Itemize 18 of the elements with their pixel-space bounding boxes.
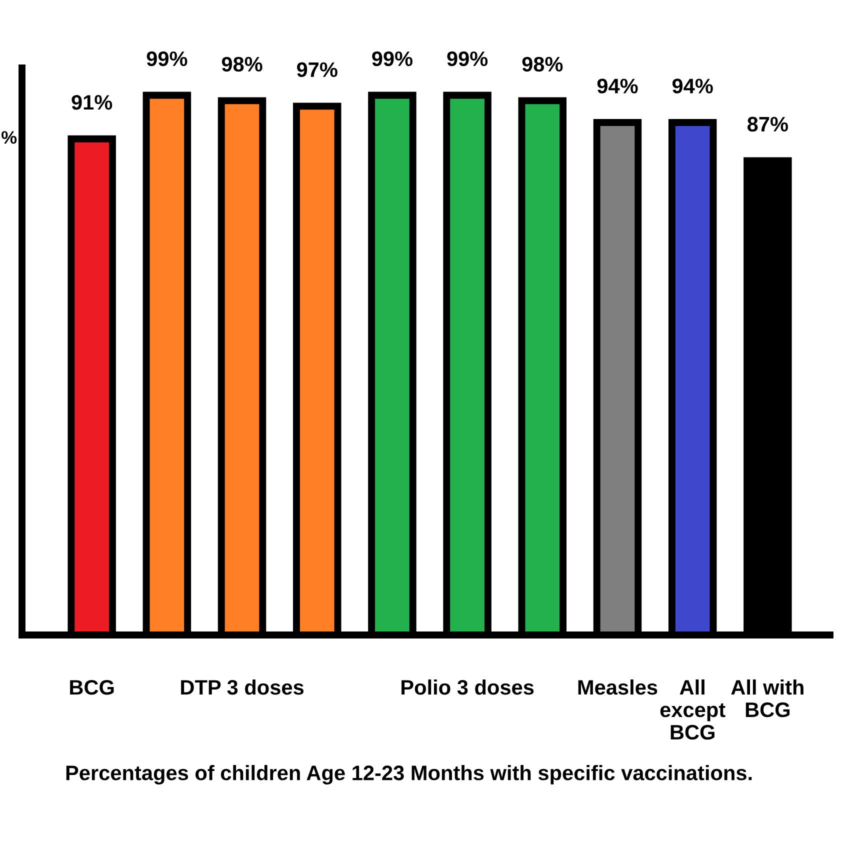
data-label: 98% <box>222 56 262 72</box>
text: Percentages of children Age 12-23 Months with specific vaccinations. <box>66 765 752 785</box>
data-label: 87% <box>747 116 788 132</box>
y-axis-title: % <box>1 131 17 144</box>
x-tick-label: All except BCG <box>660 679 726 740</box>
data-label: 97% <box>296 62 338 78</box>
data-label: 94% <box>672 78 713 94</box>
data-label: 99% <box>372 51 413 66</box>
data-label: 98% <box>522 56 563 72</box>
x-tick-label: Measles <box>578 679 658 695</box>
data-label: 91% <box>72 95 112 110</box>
x-tick-label: DTP 3 doses <box>181 679 304 695</box>
x-tick-label: All with BCG <box>731 679 804 718</box>
data-label: 99% <box>146 51 188 66</box>
x-tick-label: Polio 3 doses <box>402 679 534 695</box>
data-label: 94% <box>597 78 638 94</box>
data-label: 99% <box>447 51 488 66</box>
x-tick-label: BCG <box>70 680 114 695</box>
